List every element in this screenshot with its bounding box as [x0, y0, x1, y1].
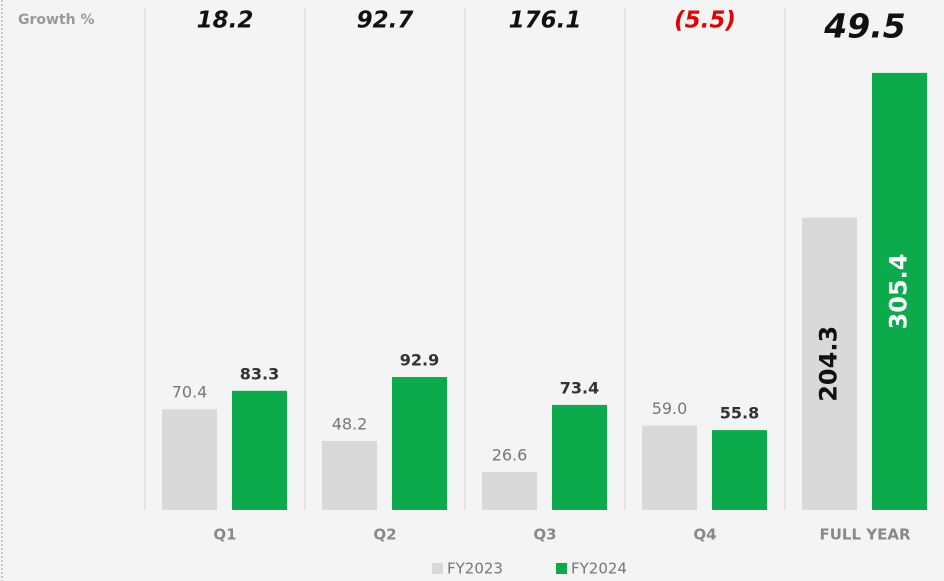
bar: [872, 72, 927, 511]
bar: [322, 441, 377, 510]
x-tick-label: Q1: [213, 526, 236, 544]
legend-label: FY2024: [571, 560, 627, 578]
growth-value: (5.5): [674, 8, 736, 34]
growth-value: 92.7: [357, 8, 414, 34]
legend-label: FY2023: [447, 560, 503, 578]
bar: [802, 217, 857, 510]
legend-swatch: [556, 563, 567, 574]
bar: [552, 404, 607, 510]
value-label: 55.8: [720, 404, 759, 423]
x-tick-label: FULL YEAR: [819, 526, 910, 544]
bar: [162, 409, 217, 510]
bar: [482, 471, 537, 510]
growth-value: 18.2: [197, 8, 254, 34]
bar: [232, 390, 287, 510]
x-tick-label: Q2: [373, 526, 396, 544]
value-label: 305.4: [885, 253, 913, 329]
value-label: 73.4: [560, 378, 599, 397]
value-label: 83.3: [240, 364, 279, 383]
growth-label: Growth %: [18, 12, 95, 28]
value-label: 59.0: [652, 399, 688, 418]
value-label: 48.2: [332, 415, 368, 434]
value-label: 92.9: [400, 351, 439, 370]
value-label: 70.4: [172, 383, 208, 402]
bar: [712, 430, 767, 510]
bar: [642, 425, 697, 510]
value-label: 26.6: [492, 445, 528, 464]
x-tick-label: Q3: [533, 526, 556, 544]
growth-value: 49.5: [823, 7, 905, 46]
value-label: 204.3: [815, 326, 843, 402]
x-tick-label: Q4: [693, 526, 716, 544]
growth-value: 176.1: [509, 8, 582, 34]
legend-swatch: [432, 563, 443, 574]
bar: [392, 377, 447, 510]
